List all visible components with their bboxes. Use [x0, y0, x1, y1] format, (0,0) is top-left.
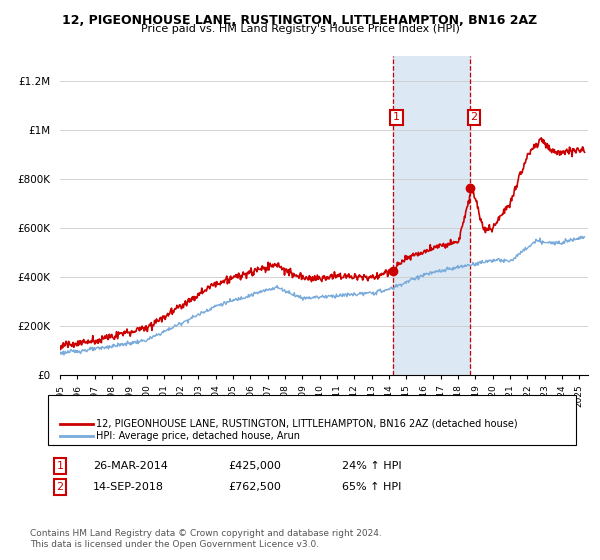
Text: 12, PIGEONHOUSE LANE, RUSTINGTON, LITTLEHAMPTON, BN16 2AZ (detached house): 12, PIGEONHOUSE LANE, RUSTINGTON, LITTLE… [96, 419, 518, 429]
Text: £425,000: £425,000 [228, 461, 281, 471]
Text: 2: 2 [56, 482, 64, 492]
Text: £762,500: £762,500 [228, 482, 281, 492]
Bar [393, 56, 470, 375]
Text: 2: 2 [470, 113, 478, 123]
Text: 14-SEP-2018: 14-SEP-2018 [93, 482, 164, 492]
Text: 12, PIGEONHOUSE LANE, RUSTINGTON, LITTLEHAMPTON, BN16 2AZ: 12, PIGEONHOUSE LANE, RUSTINGTON, LITTLE… [62, 14, 538, 27]
Text: HPI: Average price, detached house, Arun: HPI: Average price, detached house, Arun [96, 431, 300, 441]
Text: 26-MAR-2014: 26-MAR-2014 [93, 461, 168, 471]
Text: 65% ↑ HPI: 65% ↑ HPI [342, 482, 401, 492]
Text: 1: 1 [393, 113, 400, 123]
Text: 1: 1 [56, 461, 64, 471]
Text: Price paid vs. HM Land Registry's House Price Index (HPI): Price paid vs. HM Land Registry's House … [140, 24, 460, 34]
Text: 24% ↑ HPI: 24% ↑ HPI [342, 461, 401, 471]
Text: Contains HM Land Registry data © Crown copyright and database right 2024.
This d: Contains HM Land Registry data © Crown c… [30, 529, 382, 549]
